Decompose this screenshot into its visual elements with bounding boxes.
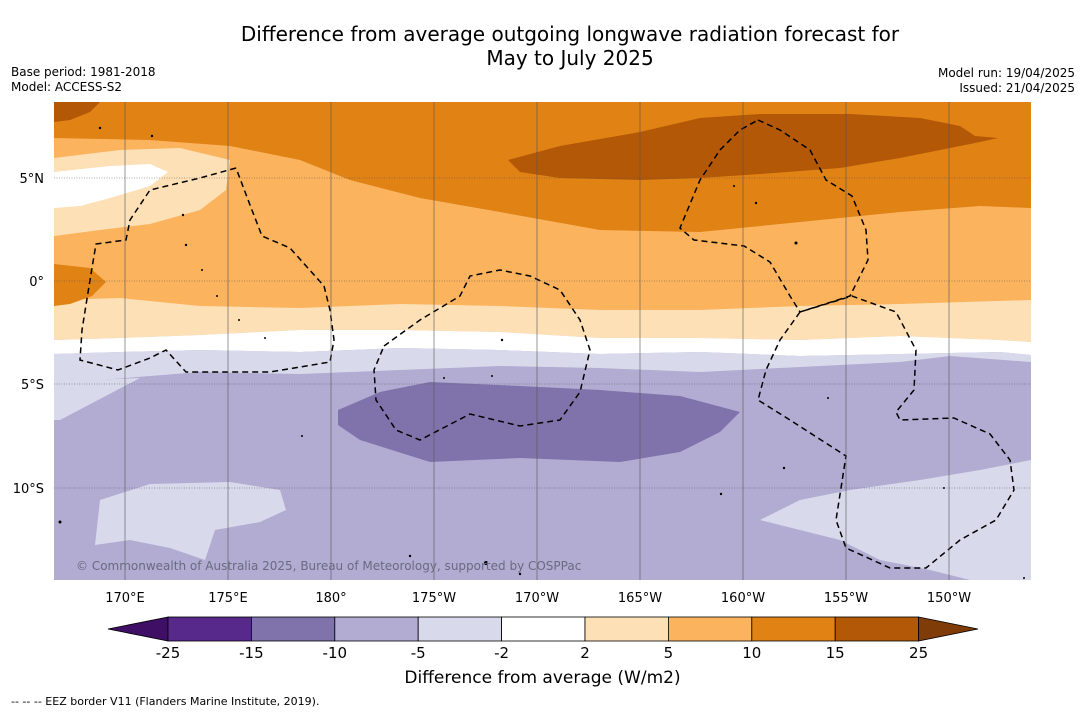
meta-right: Model run: 19/04/2025 Issued: 21/04/2025 bbox=[938, 66, 1075, 96]
colorbar-ticks: -25 -15 -10 -5 -2 2 5 10 15 25 bbox=[156, 644, 928, 662]
lon-label: 165°W bbox=[618, 591, 662, 606]
colorbar-cell bbox=[584, 616, 669, 642]
model-run: Model run: 19/04/2025 bbox=[937, 66, 1075, 80]
eez-border-line-islands bbox=[679, 119, 869, 313]
island bbox=[98, 126, 102, 130]
colorbar-tick: 2 bbox=[580, 644, 590, 662]
colorbar-cell bbox=[751, 616, 836, 642]
lon-label: 155°W bbox=[824, 591, 868, 606]
island bbox=[794, 241, 798, 245]
colorbar-extend-high bbox=[918, 616, 979, 642]
lat-label: 5°N bbox=[20, 172, 45, 187]
lon-label: 150°W bbox=[927, 591, 971, 606]
colorbar-title: Difference from average (W/m2) bbox=[404, 668, 681, 688]
colorbar-tick: -10 bbox=[323, 644, 348, 662]
colorbar-cell bbox=[834, 616, 920, 642]
lon-label: 180° bbox=[315, 591, 346, 606]
field-b35806 bbox=[508, 114, 998, 180]
island-specks bbox=[58, 126, 1025, 579]
lat-label: 0° bbox=[29, 275, 44, 290]
lon-labels: 170°E 175°E 180° 175°W 170°W 165°W 160°W… bbox=[105, 591, 971, 606]
island bbox=[150, 134, 154, 138]
copyright-text: © Commonwealth of Australia 2025, Bureau… bbox=[76, 559, 581, 573]
island bbox=[733, 185, 735, 187]
field-ffffff-north bbox=[54, 164, 168, 208]
island bbox=[484, 561, 488, 565]
field-d8daeb-south bbox=[95, 482, 286, 560]
island bbox=[719, 492, 723, 496]
eez-border-kiribati-gilbert bbox=[79, 167, 335, 373]
island bbox=[518, 572, 522, 576]
lon-label: 170°E bbox=[105, 591, 145, 606]
island bbox=[754, 201, 758, 205]
island bbox=[58, 520, 62, 524]
colorbar-cell bbox=[334, 616, 419, 642]
colorbar-tick: 15 bbox=[826, 644, 845, 662]
lat-label: 5°S bbox=[21, 378, 44, 393]
field-d8daeb-sw bbox=[54, 378, 140, 420]
lon-gridlines bbox=[124, 102, 950, 580]
title-line-2: May to July 2025 bbox=[486, 46, 654, 70]
colorbar-tick: -2 bbox=[494, 644, 509, 662]
eez-border-cook bbox=[757, 295, 1015, 569]
lon-label: 170°W bbox=[515, 591, 559, 606]
island bbox=[408, 554, 412, 558]
colorbar-cell bbox=[417, 616, 503, 642]
colorbar-cell bbox=[250, 616, 336, 642]
island bbox=[827, 397, 829, 399]
lat-labels: 5°N 0° 5°S 10°S bbox=[13, 172, 44, 497]
lon-label: 175°E bbox=[208, 591, 248, 606]
island bbox=[264, 337, 266, 339]
eez-borders bbox=[79, 119, 1015, 569]
model-name: Model: ACCESS-S2 bbox=[11, 80, 123, 94]
title-line-1: Difference from average outgoing longwav… bbox=[240, 22, 900, 46]
colorbar-tick: 10 bbox=[742, 644, 761, 662]
colorbar-tick: -5 bbox=[411, 644, 426, 662]
colorbar-tick: -25 bbox=[156, 644, 181, 662]
lon-label: 160°W bbox=[721, 591, 765, 606]
colorbar-cell bbox=[501, 616, 586, 642]
field-ffffff-band bbox=[54, 330, 1031, 356]
island bbox=[491, 375, 493, 377]
contour-fields bbox=[54, 102, 1031, 580]
issued-date: Issued: 21/04/2025 bbox=[959, 81, 1075, 95]
island bbox=[238, 319, 240, 321]
colorbar-cell bbox=[668, 616, 753, 642]
field-e08214-west bbox=[54, 264, 106, 306]
island bbox=[216, 295, 218, 297]
colorbar bbox=[107, 616, 979, 642]
lon-label: 175°W bbox=[412, 591, 456, 606]
field-8073ac bbox=[338, 382, 740, 462]
field-d8daeb-se bbox=[760, 460, 1031, 580]
chart-title: Difference from average outgoing longwav… bbox=[140, 22, 1000, 70]
colorbar-extend-low bbox=[107, 616, 169, 642]
eez-border-tokelau bbox=[373, 269, 591, 441]
base-period: Base period: 1981-2018 bbox=[11, 65, 156, 79]
lat-label: 10°S bbox=[13, 482, 44, 497]
eez-legend-note: -- -- -- EEZ border V11 (Flanders Marine… bbox=[11, 695, 320, 708]
colorbar-cell bbox=[167, 616, 252, 642]
colorbar-tick: -15 bbox=[239, 644, 264, 662]
colorbar-tick: 25 bbox=[909, 644, 928, 662]
gridlines bbox=[54, 177, 1031, 489]
field-d8daeb-band bbox=[54, 348, 1031, 390]
colorbar-tick: 5 bbox=[664, 644, 674, 662]
field-b35806-corner bbox=[54, 102, 100, 122]
island bbox=[443, 377, 445, 379]
meta-left: Base period: 1981-2018 Model: ACCESS-S2 bbox=[11, 65, 156, 95]
island bbox=[181, 213, 185, 217]
island bbox=[782, 466, 786, 470]
island bbox=[201, 269, 203, 271]
island bbox=[500, 338, 504, 342]
island bbox=[1023, 577, 1025, 579]
island bbox=[301, 435, 303, 437]
island bbox=[184, 243, 188, 247]
